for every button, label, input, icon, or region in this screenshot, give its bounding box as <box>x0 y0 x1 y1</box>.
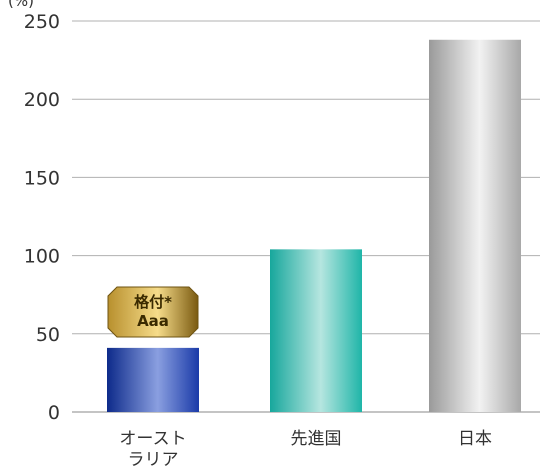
y-tick-label: 200 <box>24 89 60 111</box>
rating-badge <box>107 286 199 338</box>
bar <box>107 347 199 412</box>
y-tick-label: 0 <box>48 402 60 424</box>
y-tick-label: 100 <box>24 246 60 268</box>
rating-badge-label: 格付* <box>134 293 172 311</box>
y-tick-label: 250 <box>24 11 60 33</box>
y-tick-label: 150 <box>24 167 60 189</box>
x-category-label: 先進国 <box>291 429 342 449</box>
rating-badge-label: Aaa <box>137 312 169 330</box>
x-category-label: 日本 <box>458 429 492 449</box>
y-axis-unit-label: (%) <box>8 0 34 10</box>
x-category-label: オースト <box>119 429 186 449</box>
x-category-label: ラリア <box>128 450 179 470</box>
bar <box>270 249 362 412</box>
y-tick-label: 50 <box>36 324 60 346</box>
bar <box>429 39 521 412</box>
